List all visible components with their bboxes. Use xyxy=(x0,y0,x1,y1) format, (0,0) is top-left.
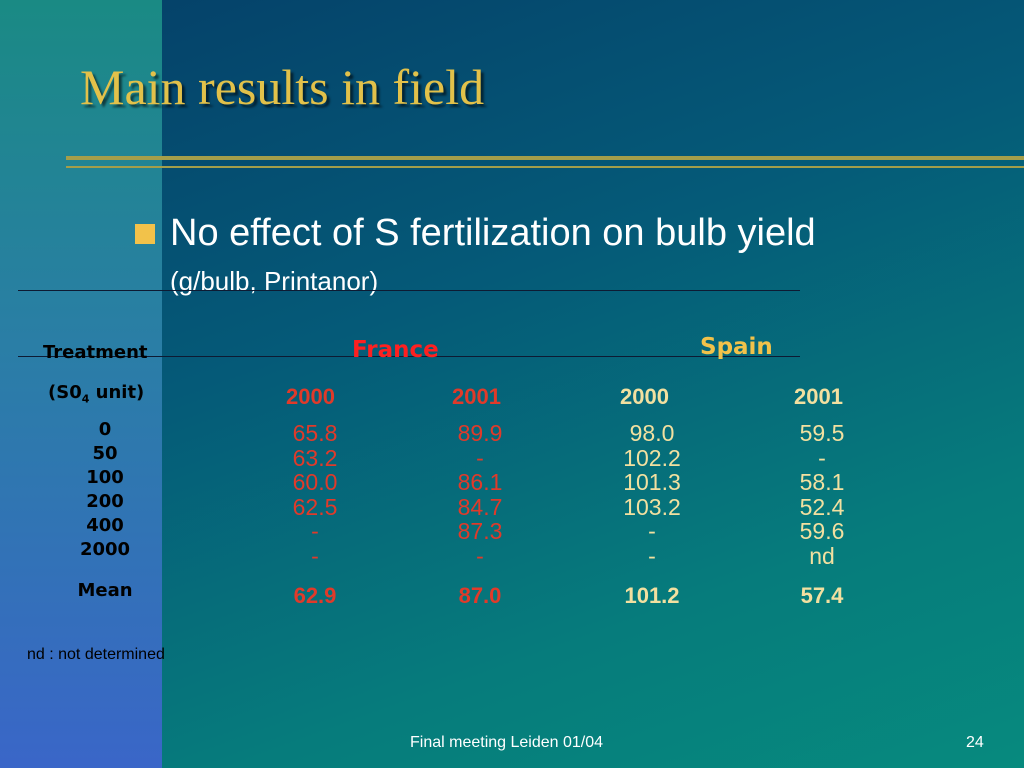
data-column-spain-2001: 59.5 - 58.1 52.4 59.6 nd xyxy=(762,421,882,568)
treatment-value: 0 xyxy=(98,419,112,440)
table-cell: - xyxy=(476,542,484,569)
table-cell: - xyxy=(648,518,656,544)
table-cell: 86.1 xyxy=(457,469,503,495)
mean-value: 87.0 xyxy=(458,583,502,608)
table-cell: 101.3 xyxy=(623,469,681,495)
data-column-france-2001: 89.9 - 86.1 84.7 87.3 - xyxy=(420,421,540,568)
treatment-column: 0 50 100 200 400 2000 xyxy=(62,418,148,562)
table-cell: - xyxy=(648,542,656,569)
table-header-rule xyxy=(18,356,800,357)
data-column-spain-2000: 98.0 102.2 101.3 103.2 - - xyxy=(592,421,712,568)
table-cell: nd xyxy=(809,542,835,569)
table-top-rule xyxy=(18,290,800,291)
table-cell: 103.2 xyxy=(623,493,681,520)
data-column-france-2000: 65.8 63.2 60.0 62.5 - - xyxy=(255,421,375,568)
treatment-value: 400 xyxy=(86,515,124,536)
treatment-value: 50 xyxy=(92,443,118,464)
bullet-square-icon xyxy=(135,224,155,244)
year-header: 2000 xyxy=(620,384,669,409)
year-header: 2001 xyxy=(794,384,843,409)
treatment-value: 200 xyxy=(86,491,124,512)
bullet-text: No effect of S fertilization on bulb yie… xyxy=(170,212,816,254)
slide-title: Main results in field xyxy=(80,59,485,115)
table-cell: - xyxy=(311,542,319,569)
table-cell: - xyxy=(818,444,826,471)
table-cell: 102.2 xyxy=(623,444,681,471)
mean-value: 62.9 xyxy=(293,583,337,608)
footnote: nd : not determined xyxy=(27,646,165,663)
table-cell: 87.3 xyxy=(457,518,503,544)
country-spain: Spain xyxy=(700,334,773,360)
table-cell: 52.4 xyxy=(799,493,845,520)
mean-label: Mean xyxy=(77,580,133,601)
table-cell: 63.2 xyxy=(292,444,338,471)
page-number: 24 xyxy=(966,734,984,751)
table-cell: 65.8 xyxy=(292,420,338,446)
table-cell: 59.6 xyxy=(799,518,845,544)
bullet-subtext: (g/bulb, Printanor) xyxy=(170,266,379,296)
table-cell: - xyxy=(311,518,319,544)
left-color-band xyxy=(0,0,162,768)
slide-footer: Final meeting Leiden 01/04 xyxy=(410,734,604,751)
table-cell: 98.0 xyxy=(629,420,675,446)
table-cell: 84.7 xyxy=(457,493,503,520)
treatment-value: 2000 xyxy=(79,539,131,560)
year-header: 2001 xyxy=(452,384,501,409)
title-rule-thick xyxy=(66,156,1024,160)
table-cell: 89.9 xyxy=(457,420,503,446)
country-france: France xyxy=(352,337,439,363)
table-cell: 58.1 xyxy=(799,469,845,495)
year-header: 2000 xyxy=(286,384,335,409)
table-cell: 60.0 xyxy=(292,469,338,495)
mean-value: 101.2 xyxy=(624,583,680,608)
table-cell: - xyxy=(476,444,484,471)
table-cell: 59.5 xyxy=(799,420,845,446)
mean-value: 57.4 xyxy=(800,583,844,608)
treatment-value: 100 xyxy=(86,467,124,488)
unit-header: (S04 unit) xyxy=(48,382,145,406)
title-rule-thin xyxy=(66,166,1024,168)
treatment-header: Treatment xyxy=(43,342,148,363)
table-cell: 62.5 xyxy=(292,493,338,520)
